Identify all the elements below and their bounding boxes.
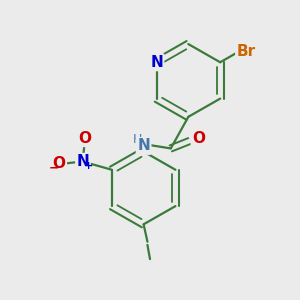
- Text: O: O: [192, 131, 205, 146]
- Text: N: N: [76, 154, 89, 169]
- Text: N: N: [150, 55, 163, 70]
- Text: O: O: [78, 130, 91, 146]
- Text: N: N: [137, 138, 150, 153]
- Text: H: H: [133, 133, 142, 146]
- Text: +: +: [83, 161, 93, 171]
- Text: O: O: [52, 156, 65, 171]
- Text: −: −: [49, 162, 59, 175]
- Text: Br: Br: [237, 44, 256, 59]
